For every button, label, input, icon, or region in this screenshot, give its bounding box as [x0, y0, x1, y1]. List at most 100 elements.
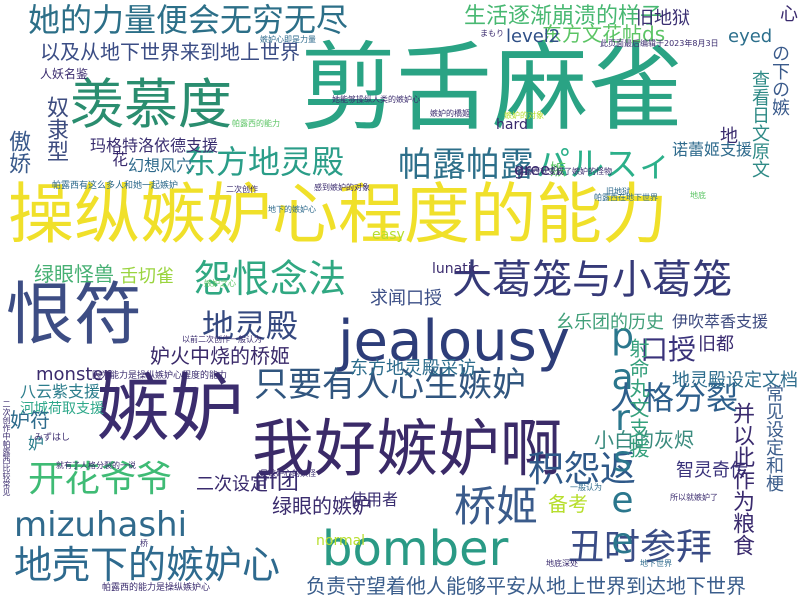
cloud-word-w67: lunatic: [432, 261, 480, 277]
cloud-word-w31: 旧地狱: [636, 8, 690, 29]
cloud-small-word-s26: 是嫉妒心的妖怪: [260, 469, 316, 478]
cloud-word-w45: 常见设定和梗: [763, 384, 784, 492]
cloud-word-w69: green: [514, 160, 561, 179]
cloud-word-w42: 地灵殿设定文档: [672, 370, 798, 391]
cloud-word-w36: 妒火中烧的桥姬: [150, 344, 290, 368]
cloud-word-w66: 求闻口授: [370, 288, 442, 309]
cloud-word-w35: 傲娇: [5, 130, 30, 174]
cloud-word-w26: 生活逐渐崩溃的样子: [464, 4, 663, 29]
cloud-small-word-s14: 一般认为: [570, 483, 602, 492]
cloud-word-w58: 花: [112, 150, 129, 169]
cloud-small-word-s16: みずはし: [34, 433, 71, 443]
cloud-word-w34: 奴隶型: [43, 96, 68, 162]
cloud-word-w60: 玛格特洛依德支援: [90, 136, 219, 155]
cloud-word-w52: 使用者: [350, 490, 399, 509]
cloud-word-w14: 怨恨念法: [194, 257, 347, 301]
cloud-word-w50: fff团: [254, 470, 299, 495]
cloud-word-w68: easy: [372, 227, 405, 243]
cloud-word-w1: 剪舌麻雀: [300, 32, 684, 144]
cloud-small-word-s12: 桥: [140, 539, 148, 548]
cloud-word-w54: normal: [316, 533, 366, 549]
cloud-word-w9: 我好嫉妒啊: [252, 412, 563, 485]
cloud-word-w33: 舌切雀: [120, 266, 174, 287]
cloud-word-w51: 二次设定: [196, 474, 268, 495]
cloud-small-word-s10: 旧地狱: [606, 187, 630, 196]
cloud-small-word-s9: 感到嫉妒的对象: [314, 183, 370, 192]
cloud-word-w41: 旧都: [698, 334, 734, 355]
cloud-small-word-s19: 二次创作: [226, 185, 258, 194]
cloud-small-word-s6: 因为能力是操纵嫉妒心程度的能力: [92, 371, 228, 381]
cloud-small-word-s3: 帕露西的能力: [232, 119, 280, 128]
cloud-word-w56: 河城荷取支援: [20, 401, 104, 417]
cloud-word-w18: 积怨返: [528, 449, 637, 490]
cloud-word-w25: 地灵殿: [202, 307, 299, 345]
cloud-word-w49: 绿眼的嫉妒: [272, 494, 372, 518]
cloud-small-word-s5: 地下的嫉妒心: [268, 205, 316, 214]
cloud-word-w11: mizuhashi: [14, 505, 188, 545]
cloud-word-w29: level2: [506, 26, 561, 47]
cloud-word-w7: 大葛笼与小葛笼: [452, 257, 732, 303]
cloud-word-w21: パルスィ: [536, 145, 672, 185]
cloud-word-w23: 人格分裂: [610, 379, 739, 417]
cloud-word-w10: bomber: [322, 521, 509, 577]
cloud-word-w17: 开花爷爷: [28, 459, 173, 500]
cloud-word-w19: 丑时参拜: [568, 527, 713, 568]
cloud-word-w16: 桥姬: [454, 482, 539, 531]
cloud-word-w37: monster: [36, 364, 111, 385]
cloud-small-word-s1: 她能够操纵人类的嫉妒心: [332, 95, 420, 104]
cloud-word-w44: 射命丸文支援: [626, 338, 650, 458]
cloud-word-w65: 心: [780, 4, 798, 25]
cloud-small-word-s7: 帕露西有这么多人和她一起嫉妒: [52, 181, 179, 191]
cloud-small-word-s11: 地底: [690, 191, 706, 200]
cloud-small-word-s20: 此页面最后编辑于2023年8月3日: [600, 39, 719, 48]
cloud-word-w48: 负责守望着他人能够平安从地上世界到达地下世界: [306, 574, 746, 598]
cloud-word-w5: 恨符: [6, 276, 143, 355]
cloud-small-word-s22: 就有了人格分裂的一说: [56, 461, 136, 470]
cloud-small-word-s28: まもり: [480, 29, 504, 38]
cloud-small-word-s21: 帕露西就变成了嫉妒的怪物: [516, 167, 612, 176]
cloud-word-w24: 口授: [640, 333, 697, 366]
cloud-word-w30: eyed: [728, 26, 773, 47]
cloud-word-w46: 智灵奇传: [676, 460, 748, 481]
cloud-small-word-s13: 所以就嫉妒了: [670, 493, 718, 502]
cloud-word-w39: 幺乐团的历史: [556, 312, 664, 333]
cloud-word-w53: 备考: [548, 492, 588, 516]
cloud-word-w32: 绿眼怪兽: [34, 262, 114, 286]
cloud-word-w4: 她的力量便会无穷无尽: [28, 1, 349, 39]
cloud-word-w57: 妒符: [10, 408, 50, 432]
cloud-small-word-s23: 二次创作中帕露西比较常见: [2, 400, 11, 496]
cloud-word-w38: 东方地灵殿采访: [350, 358, 476, 379]
cloud-small-word-s25: 帕露西在地下世界: [594, 193, 658, 202]
cloud-small-word-s18: 嫉妒的对象: [504, 111, 544, 120]
cloud-word-w40: 伊吹萃香支援: [672, 312, 769, 331]
cloud-word-w72: 妒: [28, 434, 45, 453]
cloud-word-w13: 东方地灵殿: [184, 143, 345, 181]
cloud-word-w47: 并以此作为粮食: [729, 402, 754, 556]
cloud-word-w6: jealousy: [338, 309, 570, 374]
cloud-small-word-s2: 嫉妒心即是力量: [260, 35, 316, 44]
cloud-word-w71: 人妖名鉴: [40, 67, 89, 81]
cloud-word-w3: 羡慕度: [70, 73, 232, 136]
cloud-word-w61: 诺蕾姬支援: [672, 140, 753, 159]
cloud-word-w20: 帕露帕露: [398, 145, 534, 185]
cloud-small-word-s15: 地底深处: [546, 559, 578, 568]
cloud-word-w22: parsee: [602, 316, 643, 562]
cloud-word-w28: 东方文花帖ds: [542, 22, 666, 46]
cloud-word-w70: hard: [496, 117, 528, 133]
cloud-word-w55: 八云紫支援: [20, 382, 101, 401]
cloud-word-w62: 查看日文原文: [749, 70, 770, 178]
cloud-word-w2: 操纵嫉妒心程度的能力: [8, 176, 668, 253]
cloud-word-w73: 嫉: [550, 160, 567, 179]
cloud-small-word-s4: 嫉妒的橋姬: [430, 109, 470, 118]
cloud-word-w8: 嫉妒: [96, 366, 244, 452]
cloud-word-w43: 小白的灰烬: [594, 428, 694, 452]
cloud-word-w64: の下の嫉: [769, 44, 790, 116]
cloud-word-w59: 幻想风穴: [128, 156, 193, 175]
cloud-word-w27: 以及从地下世界来到地上世界: [40, 40, 300, 64]
cloud-small-word-s27: 嫉妒之心: [204, 279, 236, 288]
cloud-word-w63: 地: [720, 126, 738, 147]
cloud-small-word-s17: 地下世界: [640, 559, 672, 568]
cloud-small-word-s24: 以前二次创作一般认为: [182, 335, 262, 344]
cloud-word-w12: 地壳下的嫉妒心: [14, 543, 281, 587]
